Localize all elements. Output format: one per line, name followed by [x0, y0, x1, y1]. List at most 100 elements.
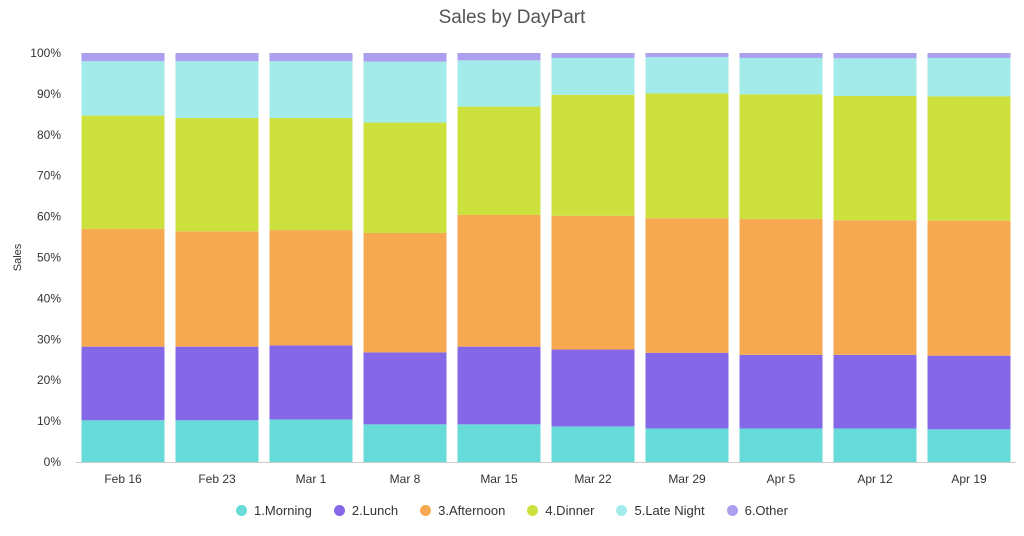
- bar-segment[interactable]: [81, 61, 165, 116]
- bar-segment[interactable]: [645, 57, 729, 94]
- bar-segment[interactable]: [645, 428, 729, 462]
- bar-segment[interactable]: [927, 429, 1011, 462]
- y-tick-label: 90%: [37, 87, 61, 101]
- legend-label: 1.Morning: [254, 503, 312, 518]
- x-tick-label: Mar 8: [390, 472, 421, 486]
- bar-segment[interactable]: [175, 420, 259, 462]
- bar-segment[interactable]: [739, 354, 823, 429]
- bar-segment[interactable]: [551, 57, 635, 95]
- x-tick-label: Mar 15: [480, 472, 518, 486]
- bar-segment[interactable]: [927, 355, 1011, 430]
- legend-swatch: [236, 505, 248, 516]
- bar-segment[interactable]: [457, 424, 541, 462]
- bar-segment[interactable]: [457, 53, 541, 61]
- chart-title: Sales by DayPart: [438, 7, 586, 28]
- bar-segment[interactable]: [927, 57, 1011, 97]
- bar-segment[interactable]: [551, 349, 635, 427]
- legend-label: 3.Afternoon: [438, 503, 506, 518]
- legend-swatch: [726, 505, 738, 516]
- legend-label: 6.Other: [744, 503, 788, 518]
- bar-segment[interactable]: [833, 354, 917, 429]
- y-tick-label: 20%: [37, 373, 61, 387]
- bar-stack[interactable]: [833, 53, 917, 462]
- bar-segment[interactable]: [833, 58, 917, 96]
- bar-segment[interactable]: [833, 53, 917, 59]
- bar-stack[interactable]: [269, 53, 353, 462]
- bar-segment[interactable]: [645, 352, 729, 429]
- x-tick-label: Mar 1: [296, 472, 327, 486]
- bar-segment[interactable]: [363, 232, 447, 353]
- legend-item[interactable]: 5.Late Night: [616, 503, 705, 518]
- bar-segment[interactable]: [739, 219, 823, 355]
- bar-segment[interactable]: [175, 346, 259, 421]
- bar-segment[interactable]: [363, 61, 447, 123]
- bar-segment[interactable]: [927, 220, 1011, 356]
- bar-segment[interactable]: [457, 106, 541, 215]
- bar-segment[interactable]: [457, 346, 541, 425]
- chart-legend: 1.Morning 2.Lunch 3.Afternoon 4.Dinner 5.Lat…: [0, 503, 1024, 518]
- legend-label: 2.Lunch: [351, 503, 399, 518]
- legend-swatch: [333, 505, 345, 516]
- bar-segment[interactable]: [269, 345, 353, 420]
- bar-segment[interactable]: [457, 60, 541, 107]
- bar-segment[interactable]: [363, 53, 447, 62]
- bar-segment[interactable]: [833, 95, 917, 221]
- bar-segment[interactable]: [269, 61, 353, 119]
- x-tick-label: Apr 19: [951, 472, 987, 486]
- legend-item[interactable]: 2.Lunch: [333, 503, 399, 518]
- x-tick-label: Mar 22: [574, 472, 612, 486]
- y-tick-label: 80%: [37, 128, 61, 142]
- bar-stack[interactable]: [927, 53, 1011, 462]
- bar-stack[interactable]: [739, 53, 823, 462]
- bar-stack[interactable]: [645, 53, 729, 462]
- y-tick-label: 60%: [37, 210, 61, 224]
- bar-segment[interactable]: [363, 352, 447, 425]
- legend-item[interactable]: 4.Dinner: [527, 503, 594, 518]
- legend-item[interactable]: 3.Afternoon: [420, 503, 505, 518]
- bar-segment[interactable]: [81, 420, 165, 462]
- bar-stack[interactable]: [175, 53, 259, 462]
- legend-label: 5.Late Night: [634, 503, 705, 518]
- bar-segment[interactable]: [269, 118, 353, 231]
- y-tick-label: 0%: [44, 455, 62, 469]
- bar-segment[interactable]: [551, 53, 635, 58]
- bar-stack[interactable]: [457, 53, 541, 462]
- bar-segment[interactable]: [645, 93, 729, 219]
- bar-segment[interactable]: [81, 53, 165, 62]
- stacked-bar-chart: 0% 10% 20% 30% 40% 50% 60% 70% 80% 90% 100% Sales Fe…: [12, 46, 1016, 486]
- bar-segment[interactable]: [645, 53, 729, 58]
- bar-segment[interactable]: [81, 228, 165, 347]
- legend-item[interactable]: 1.Morning: [236, 503, 312, 518]
- y-tick-label: 30%: [37, 332, 61, 346]
- bar-segment[interactable]: [269, 230, 353, 346]
- bar-stack[interactable]: [363, 53, 447, 462]
- legend-item[interactable]: 6.Other: [726, 503, 788, 518]
- bar-stack[interactable]: [551, 53, 635, 462]
- bar-segment[interactable]: [175, 53, 259, 62]
- bar-segment[interactable]: [927, 96, 1011, 221]
- bar-segment[interactable]: [457, 214, 541, 347]
- bar-segment[interactable]: [81, 346, 165, 421]
- bar-segment[interactable]: [175, 61, 259, 119]
- bar-segment[interactable]: [269, 419, 353, 462]
- bar-segment[interactable]: [175, 231, 259, 347]
- bar-segment[interactable]: [363, 122, 447, 233]
- bar-segment[interactable]: [551, 215, 635, 350]
- bar-segment[interactable]: [739, 428, 823, 462]
- bar-segment[interactable]: [833, 220, 917, 355]
- bar-segment[interactable]: [551, 94, 635, 216]
- bar-segment[interactable]: [833, 428, 917, 462]
- legend-label: 4.Dinner: [545, 503, 595, 518]
- bar-segment[interactable]: [363, 424, 447, 462]
- bar-segment[interactable]: [927, 53, 1011, 58]
- bar-stack[interactable]: [81, 53, 165, 462]
- bar-segment[interactable]: [269, 53, 353, 62]
- bar-segment[interactable]: [81, 115, 165, 229]
- bar-segment[interactable]: [645, 218, 729, 353]
- bar-segment[interactable]: [739, 94, 823, 220]
- bar-segment[interactable]: [739, 53, 823, 58]
- bar-segment[interactable]: [739, 57, 823, 95]
- bar-segment[interactable]: [551, 426, 635, 462]
- bar-segment[interactable]: [175, 118, 259, 232]
